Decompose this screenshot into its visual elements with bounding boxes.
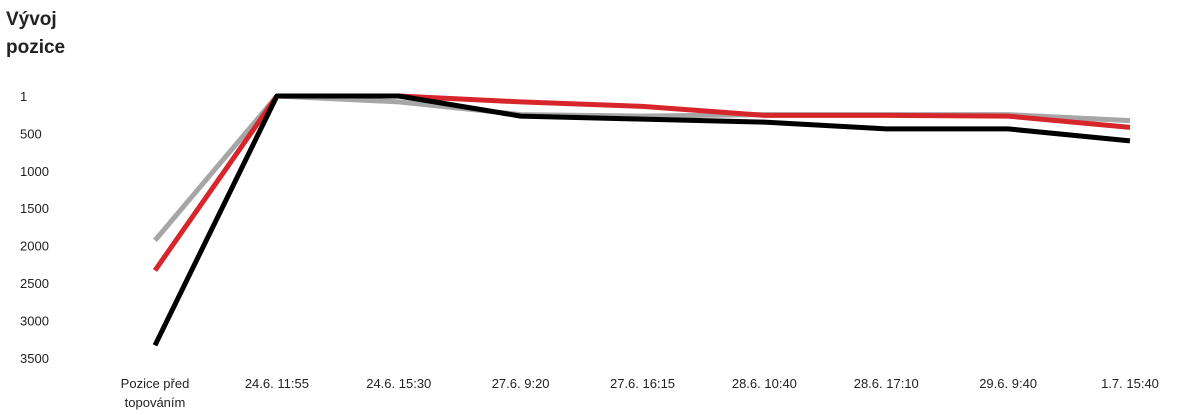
chart-title: Vývoj pozice — [6, 9, 66, 58]
x-tick-label: 28.6. 10:40 — [732, 376, 797, 391]
y-tick-label: 1000 — [20, 164, 49, 179]
y-tick-label: 2500 — [20, 276, 49, 291]
x-tick-label: 27.6. 9:20 — [492, 376, 550, 391]
x-tick-label: Pozice před topováním — [121, 376, 190, 410]
y-tick-label: 2000 — [20, 239, 49, 254]
series-line-2 — [152, 93, 1131, 272]
y-tick-label: 500 — [20, 126, 42, 141]
y-tick-label: 1500 — [20, 201, 49, 216]
x-tick-label: 24.6. 15:30 — [366, 376, 431, 391]
x-tick-label: 24.6. 11:55 — [245, 376, 309, 391]
x-tick-label: 29.6. 9:40 — [979, 376, 1037, 391]
y-tick-label: 3000 — [20, 314, 49, 329]
x-tick-label: 27.6. 16:15 — [610, 376, 675, 391]
y-tick-label: 1 — [20, 89, 27, 104]
y-tick-label: 3500 — [20, 351, 49, 366]
x-tick-label: 28.6. 17:10 — [854, 376, 919, 391]
x-tick-label: 1.7. 15:40 — [1101, 376, 1159, 391]
series-line-3 — [152, 93, 1131, 347]
